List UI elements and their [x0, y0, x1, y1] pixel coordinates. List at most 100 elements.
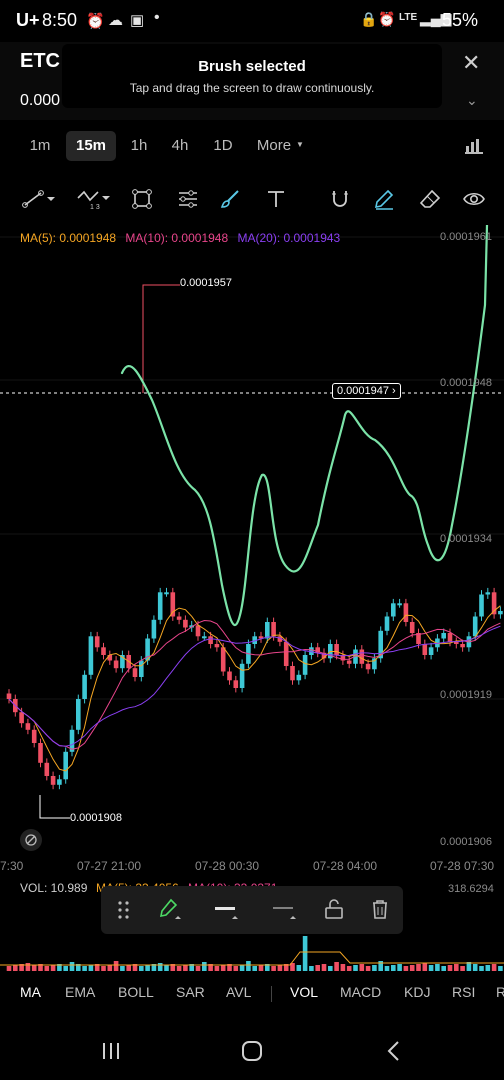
- current-price-tag[interactable]: 0.0001947 ›: [332, 383, 401, 399]
- line-style-icon[interactable]: [271, 897, 301, 926]
- volume-bar: [25, 963, 31, 971]
- candle-body: [277, 636, 283, 642]
- candle-body: [94, 636, 100, 648]
- indicator-vol[interactable]: VOL: [290, 984, 319, 1000]
- indicator-ema[interactable]: EMA: [65, 984, 96, 1000]
- volume-bar: [265, 964, 270, 971]
- candle-body: [290, 666, 295, 681]
- volume-bar: [94, 964, 100, 971]
- volume-bar: [359, 964, 365, 971]
- status-bar: U+ 8:50 ⏰ ☁ ▣ • 🔒 ⏰ LTE ▂▄▆ 55%: [0, 0, 504, 42]
- tab-15m[interactable]: 15m: [66, 131, 116, 161]
- indicator-macd[interactable]: MACD: [340, 984, 382, 1000]
- drag-handle-icon[interactable]: [117, 899, 131, 926]
- timeframe-tabs: 1m 15m 1h 4h 1D More ▼: [0, 128, 504, 164]
- volume-bar: [277, 965, 283, 971]
- tab-1d[interactable]: 1D: [213, 137, 233, 154]
- line-width-icon[interactable]: [213, 897, 243, 926]
- magnet-icon[interactable]: [326, 182, 354, 216]
- candle-body: [397, 603, 402, 606]
- toast: Brush selected Tap and drag the screen t…: [62, 44, 442, 108]
- indicator-boll[interactable]: BOLL: [118, 984, 154, 1000]
- chart-settings-icon[interactable]: [465, 138, 483, 154]
- pattern-tool-icon[interactable]: 1 3: [76, 182, 112, 216]
- candle-body: [76, 699, 81, 730]
- candle-body: [113, 660, 119, 669]
- indicator-avl[interactable]: AVL: [226, 984, 252, 1000]
- text-tool-icon[interactable]: [262, 182, 290, 216]
- price-chart[interactable]: MA(5): 0.0001948 MA(10): 0.0001948 MA(20…: [0, 225, 504, 875]
- rectangle-tool-icon[interactable]: [128, 182, 156, 216]
- volume-bar: [271, 966, 276, 971]
- low-leader-line: [39, 795, 70, 819]
- indicator-more[interactable]: R: [496, 984, 504, 1000]
- unlock-icon[interactable]: [323, 898, 345, 925]
- candle-body: [195, 625, 201, 637]
- tab-4h[interactable]: 4h: [171, 137, 189, 154]
- volume-bar: [101, 966, 106, 971]
- volume-bar: [372, 965, 377, 971]
- volume-bar: [472, 964, 478, 971]
- candle-body: [416, 633, 421, 644]
- candle-body: [409, 622, 415, 633]
- time-label-0: 7:30: [0, 859, 24, 873]
- candle-body: [359, 649, 365, 664]
- volume-bar: [334, 962, 339, 971]
- eye-icon[interactable]: [460, 182, 488, 216]
- time-label-1: 07-27 21:00: [77, 859, 142, 873]
- ma-legend: MA(5): 0.0001948 MA(10): 0.0001948 MA(20…: [20, 231, 340, 245]
- back-icon[interactable]: [384, 1040, 406, 1067]
- candle-body: [309, 647, 314, 655]
- indicator-sar[interactable]: SAR: [176, 984, 205, 1000]
- volume-bar: [227, 964, 232, 971]
- indicator-rsi[interactable]: RSI: [452, 984, 476, 1000]
- eraser-icon[interactable]: [416, 182, 444, 216]
- candle-body: [391, 603, 396, 617]
- pen-color-icon[interactable]: [157, 897, 185, 926]
- volume-bar: [290, 963, 295, 971]
- recent-apps-icon[interactable]: [100, 1040, 122, 1067]
- indicator-tabs: MA EMA BOLL SAR AVL VOL MACD KDJ RSI R: [0, 976, 504, 1010]
- ma20-legend: MA(20): 0.0001943: [237, 231, 341, 245]
- tab-1h[interactable]: 1h: [130, 137, 148, 154]
- pencil-edit-icon[interactable]: [370, 182, 398, 216]
- high-leader-line: [142, 284, 180, 393]
- volume-bar: [258, 965, 264, 971]
- tab-more[interactable]: More: [256, 137, 292, 154]
- symbol-title[interactable]: ETC: [20, 50, 60, 72]
- volume-bar: [246, 961, 251, 971]
- fib-tool-icon[interactable]: [174, 182, 202, 216]
- volume-bar: [403, 966, 409, 971]
- volume-bar: [340, 964, 346, 971]
- trash-icon[interactable]: [369, 898, 391, 925]
- volume-bar: [82, 966, 87, 971]
- brush-tool-icon[interactable]: [216, 182, 244, 216]
- candle-body: [38, 743, 43, 763]
- line-tool-icon[interactable]: [20, 182, 56, 216]
- chevron-down-icon[interactable]: ⌄: [466, 92, 478, 108]
- candle-body: [296, 674, 302, 681]
- candle-body: [120, 655, 125, 669]
- candle-body: [183, 619, 188, 628]
- candle-body: [460, 644, 465, 648]
- tab-1m[interactable]: 1m: [29, 137, 51, 154]
- battery-level: 55%: [442, 10, 479, 30]
- candle-body: [441, 633, 446, 639]
- candle-body: [233, 680, 239, 688]
- ma5-legend: MA(5): 0.0001948: [20, 231, 117, 245]
- volume-bar: [6, 966, 12, 971]
- candle-body: [132, 668, 138, 677]
- indicator-kdj[interactable]: KDJ: [404, 984, 431, 1000]
- indicator-ma[interactable]: MA: [20, 984, 41, 1000]
- home-icon[interactable]: [241, 1040, 263, 1067]
- price-label-4: 0.0001919: [440, 689, 492, 701]
- candle-body: [208, 636, 213, 644]
- candle-body: [151, 619, 157, 639]
- close-icon[interactable]: ✕: [462, 50, 481, 75]
- candle-body: [69, 729, 75, 752]
- candlestick-svg[interactable]: [0, 225, 504, 875]
- price-label-2: 0.0001948: [440, 377, 492, 389]
- price-label-top: 0.0001961: [440, 231, 492, 243]
- low-annotation: 0.0001908: [70, 812, 122, 824]
- reset-zoom-icon[interactable]: [20, 829, 42, 851]
